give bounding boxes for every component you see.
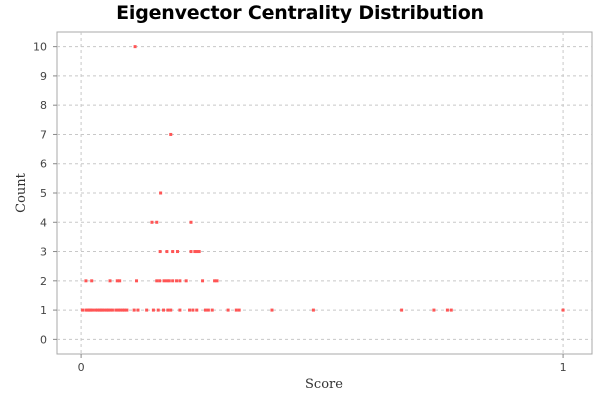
data-point [115, 279, 119, 283]
data-point [81, 308, 85, 312]
data-points [81, 45, 565, 312]
data-point [125, 308, 129, 312]
y-tick-label: 7 [40, 128, 47, 141]
data-point [215, 279, 219, 283]
data-point [189, 250, 193, 254]
data-point [118, 308, 122, 312]
y-tick-label: 6 [40, 158, 47, 171]
data-point [116, 308, 120, 312]
data-point [155, 279, 159, 283]
data-point [201, 279, 205, 283]
data-point [189, 220, 193, 224]
data-point [89, 308, 93, 312]
data-point [102, 308, 106, 312]
data-point [158, 279, 162, 283]
data-point [171, 250, 175, 254]
data-point [156, 308, 160, 312]
data-point [237, 308, 241, 312]
data-point [114, 308, 118, 312]
data-point [169, 132, 173, 136]
x-axis-title: Score [305, 377, 343, 392]
data-point [158, 250, 162, 254]
data-point [165, 250, 169, 254]
x-tick-label: 1 [560, 361, 567, 374]
data-point [94, 308, 98, 312]
data-point [136, 308, 140, 312]
data-point [100, 308, 104, 312]
data-point [169, 308, 173, 312]
y-axis-title: Count [14, 172, 29, 213]
data-point [561, 308, 565, 312]
data-point [106, 308, 110, 312]
data-point [270, 308, 274, 312]
data-point [150, 220, 154, 224]
data-point [449, 308, 453, 312]
data-point [193, 250, 197, 254]
data-point [132, 308, 136, 312]
data-point [121, 308, 125, 312]
data-point [206, 308, 210, 312]
data-point [400, 308, 404, 312]
data-point [165, 279, 169, 283]
data-point [84, 308, 88, 312]
data-point [118, 279, 122, 283]
y-tick-label: 1 [40, 304, 47, 317]
data-point [133, 45, 137, 49]
data-point [84, 279, 88, 283]
data-point [311, 308, 315, 312]
data-point [197, 250, 201, 254]
data-point [188, 308, 192, 312]
y-tick-label: 9 [40, 70, 47, 83]
data-point [145, 308, 149, 312]
data-point [91, 308, 95, 312]
x-tick-label: 0 [78, 361, 85, 374]
data-point [191, 308, 195, 312]
data-point [178, 279, 182, 283]
chart-title: Eigenvector Centrality Distribution [116, 2, 484, 24]
data-point [184, 279, 188, 283]
data-point [167, 279, 171, 283]
data-point [195, 308, 199, 312]
data-point [226, 308, 230, 312]
data-point [195, 250, 199, 254]
data-point [155, 220, 159, 224]
data-point [445, 308, 449, 312]
data-point [151, 308, 155, 312]
y-axis-ticks: 0 1 2 3 4 5 6 7 8 9 10 [33, 41, 57, 346]
data-point [234, 308, 238, 312]
data-point [178, 308, 182, 312]
y-tick-label: 10 [33, 41, 47, 54]
data-point [213, 279, 217, 283]
data-point [90, 279, 94, 283]
y-tick-label: 0 [40, 333, 47, 346]
data-point [108, 279, 112, 283]
y-tick-label: 3 [40, 246, 47, 259]
y-tick-label: 2 [40, 275, 47, 288]
gridlines [57, 32, 592, 354]
data-point [122, 308, 126, 312]
y-tick-label: 8 [40, 99, 47, 112]
data-point [203, 308, 207, 312]
data-point [166, 308, 170, 312]
data-point [162, 308, 166, 312]
data-point [162, 279, 166, 283]
y-tick-label: 5 [40, 187, 47, 200]
y-tick-label: 4 [40, 216, 47, 229]
data-point [95, 308, 99, 312]
data-point [175, 279, 179, 283]
data-point [110, 308, 114, 312]
data-point [135, 279, 139, 283]
data-point [432, 308, 436, 312]
data-point [210, 308, 214, 312]
data-point [159, 191, 163, 195]
data-point [175, 250, 179, 254]
data-point [171, 279, 175, 283]
data-point [108, 308, 112, 312]
